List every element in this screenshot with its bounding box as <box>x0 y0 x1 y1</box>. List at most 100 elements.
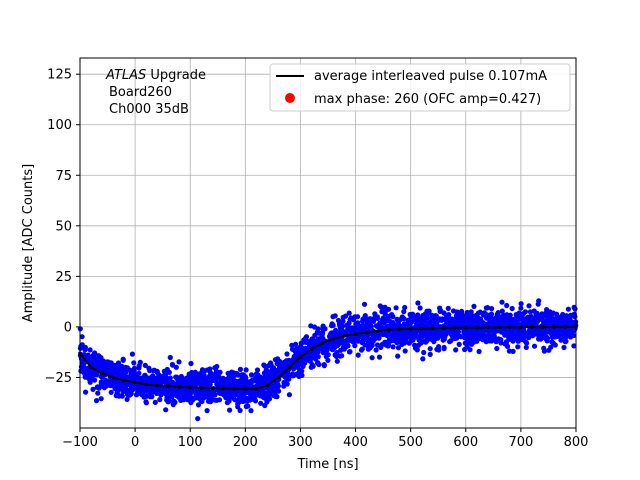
sample-point <box>321 326 327 332</box>
sample-point <box>98 396 104 402</box>
sample-point <box>104 361 110 367</box>
sample-point <box>417 305 423 311</box>
sample-point <box>526 303 532 309</box>
average-point <box>221 386 226 391</box>
sample-point <box>437 316 443 322</box>
sample-point <box>183 379 189 385</box>
sample-point <box>571 343 577 349</box>
sample-point <box>475 310 481 316</box>
sample-point <box>91 355 97 361</box>
sample-point <box>499 308 505 314</box>
average-point <box>386 328 391 332</box>
sample-point <box>518 333 524 339</box>
sample-point <box>275 356 281 362</box>
sample-point <box>142 373 148 379</box>
sample-point <box>99 374 105 380</box>
sample-point <box>315 360 321 366</box>
sample-point <box>355 352 361 358</box>
sample-point <box>235 372 241 378</box>
sample-point <box>373 347 379 353</box>
sample-point <box>369 342 375 348</box>
sample-point <box>89 375 95 381</box>
sample-point <box>413 321 420 327</box>
sample-point <box>248 408 254 414</box>
sample-point <box>551 330 557 336</box>
sample-point <box>359 339 366 345</box>
sample-point <box>157 397 163 403</box>
sample-point <box>560 311 566 318</box>
sample-point <box>178 397 184 403</box>
sample-point <box>429 312 435 318</box>
sample-point <box>433 313 439 319</box>
sample-point <box>563 314 570 320</box>
sample-point <box>108 389 114 395</box>
sample-point <box>194 387 200 393</box>
sample-point <box>249 391 255 397</box>
sample-point <box>568 334 574 340</box>
sample-point <box>123 367 129 373</box>
sample-point <box>480 337 486 343</box>
average-point <box>541 325 545 329</box>
sample-point <box>506 336 512 342</box>
sample-point <box>547 320 553 327</box>
sample-point <box>445 320 451 326</box>
average-point <box>144 382 148 387</box>
sample-point <box>535 301 541 307</box>
sample-point <box>320 336 326 342</box>
sample-point <box>489 306 495 312</box>
sample-point <box>85 353 91 360</box>
sample-point <box>345 326 351 332</box>
sample-point <box>561 344 567 351</box>
sample-point <box>281 379 287 386</box>
sample-point <box>111 364 117 370</box>
sample-point <box>273 371 279 377</box>
sample-point <box>284 351 290 357</box>
sample-point <box>172 399 178 405</box>
sample-point <box>102 382 109 388</box>
y-ticks: −25 0 25 50 75 100 125 <box>45 68 80 386</box>
average-point <box>188 385 192 390</box>
sample-point <box>286 392 292 398</box>
sample-point <box>308 364 314 370</box>
sample-point <box>462 346 468 353</box>
sample-point <box>263 367 269 373</box>
sample-point <box>390 344 396 350</box>
average-point <box>89 365 93 370</box>
sample-point <box>341 346 347 352</box>
x-ticks: −100 0 100 200 300 400 500 600 700 800 <box>62 428 588 450</box>
sample-point <box>102 377 109 383</box>
sample-point <box>518 301 524 307</box>
sample-point <box>245 403 251 409</box>
sample-point <box>257 374 263 380</box>
sample-point <box>504 302 510 309</box>
sample-point <box>361 301 368 307</box>
sample-point <box>543 336 549 342</box>
average-point <box>331 337 336 341</box>
sample-point <box>169 361 175 368</box>
sample-point <box>187 390 193 396</box>
sample-point <box>195 402 202 408</box>
sample-point <box>143 399 149 405</box>
sample-point <box>450 308 457 314</box>
sample-point <box>146 365 152 371</box>
sample-point <box>509 305 515 312</box>
sample-point <box>359 323 365 329</box>
sample-point <box>468 309 474 315</box>
sample-point <box>459 311 465 317</box>
sample-point <box>330 347 336 353</box>
sample-point <box>524 315 530 321</box>
sample-point <box>217 389 224 395</box>
annotation-atlas: ATLAS <box>105 68 146 83</box>
sample-point <box>329 330 335 336</box>
sample-point <box>243 367 249 373</box>
sample-point <box>267 371 273 377</box>
annotation-line3: Ch000 35dB <box>109 102 189 117</box>
sample-point <box>93 398 100 404</box>
sample-point <box>237 407 243 414</box>
sample-point <box>550 310 556 316</box>
sample-point <box>137 359 143 365</box>
sample-point <box>138 377 144 383</box>
sample-point <box>528 313 534 319</box>
sample-point <box>313 339 319 345</box>
y-tick-label: 25 <box>55 270 72 285</box>
